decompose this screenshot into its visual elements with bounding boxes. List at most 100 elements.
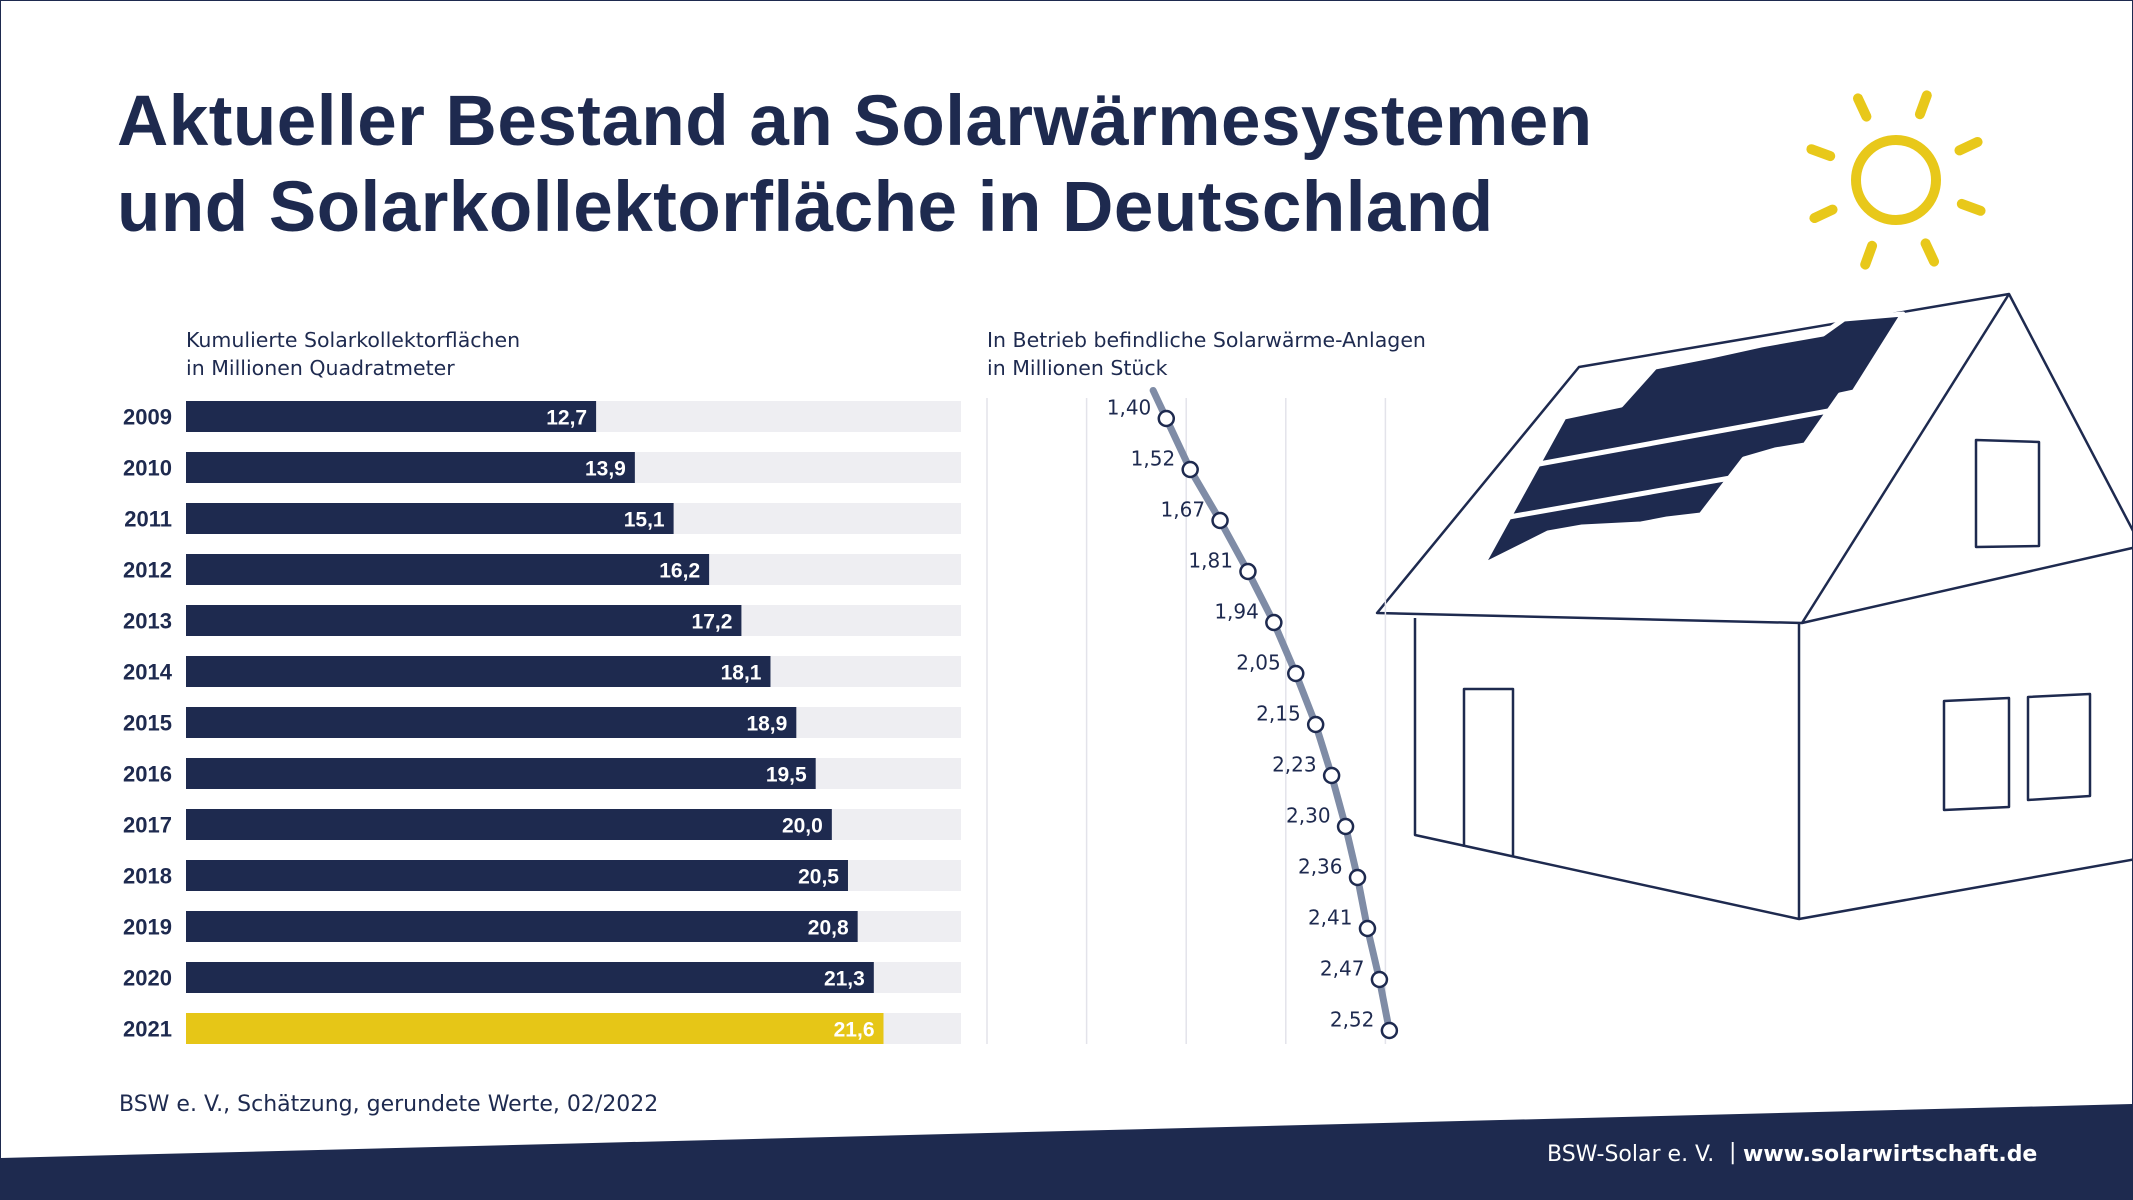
bar-category-label: 2010 <box>123 456 172 481</box>
line-point <box>1181 460 1199 479</box>
line-point-group: 2,36 <box>1298 855 1367 887</box>
line-point <box>1287 664 1305 683</box>
bar <box>186 401 597 432</box>
bar-value-label: 20,0 <box>782 815 823 838</box>
line-point-group: 1,67 <box>1161 498 1229 530</box>
line-value-label: 1,52 <box>1131 447 1176 471</box>
bar <box>186 605 742 636</box>
bar-row: 2012 16,2 <box>123 554 961 585</box>
line-point <box>1380 1021 1399 1040</box>
bar-category-label: 2011 <box>124 507 172 532</box>
footer-website-link[interactable]: www.solarwirtschaft.de <box>1743 1142 2038 1167</box>
line-point <box>1370 970 1389 989</box>
bar-value-label: 12,7 <box>546 407 587 430</box>
bar-row: 2016 19,5 <box>123 758 961 789</box>
bar <box>186 554 710 585</box>
line-point <box>1322 766 1341 785</box>
bar-value-label: 19,5 <box>766 764 807 787</box>
line-value-label: 1,94 <box>1214 600 1259 624</box>
bar <box>186 656 771 687</box>
bar-category-label: 2018 <box>123 864 172 889</box>
line-point <box>1157 409 1176 428</box>
bar <box>186 758 816 789</box>
line-point-group: 2,15 <box>1256 702 1325 734</box>
line-point <box>1239 562 1257 581</box>
source-note: BSW e. V., Schätzung, gerundete Werte, 0… <box>119 1092 659 1117</box>
bar-value-label: 21,6 <box>834 1019 875 1042</box>
bar-row: 2019 20,8 <box>123 911 961 942</box>
bar-row: 2009 12,7 <box>123 401 961 432</box>
line-chart-subtitle: In Betrieb befindliche Solarwärme-Anlage… <box>987 326 1426 382</box>
line-point-group: 2,23 <box>1272 753 1341 785</box>
bar-subtitle-line-1: Kumulierte Solarkollektorflächen <box>186 328 521 352</box>
line-value-label: 2,47 <box>1320 957 1365 981</box>
bar-row: 2014 18,1 <box>123 656 961 687</box>
bar-row: 2018 20,5 <box>123 860 961 891</box>
bar-row: 2021 21,6 <box>123 1013 961 1044</box>
bar-row: 2013 17,2 <box>123 605 961 636</box>
line-point-group: 2,52 <box>1330 1008 1399 1040</box>
bar-row: 2011 15,1 <box>124 503 961 534</box>
bar-row: 2015 18,9 <box>123 707 961 738</box>
bar-category-label: 2020 <box>123 966 172 991</box>
line-value-label: 2,05 <box>1236 651 1281 675</box>
bar <box>186 962 874 993</box>
line-subtitle-line-1: In Betrieb befindliche Solarwärme-Anlage… <box>987 328 1426 352</box>
bar-chart-subtitle: Kumulierte Solarkollektorflächen in Mill… <box>186 326 520 382</box>
bar <box>186 452 635 483</box>
title-line-2: und Solarkollektorfläche in Deutschland <box>117 168 1494 247</box>
bar-subtitle-line-2: in Millionen Quadratmeter <box>186 356 455 380</box>
line-point <box>1348 868 1367 887</box>
bar-value-label: 20,8 <box>808 917 849 940</box>
line-point-group: 1,81 <box>1188 549 1257 581</box>
line-point <box>1306 715 1325 734</box>
bar-category-label: 2012 <box>123 558 172 583</box>
line-point <box>1358 919 1377 938</box>
bar-category-label: 2016 <box>123 762 172 787</box>
bar-value-label: 16,2 <box>659 560 700 583</box>
line-point <box>1336 817 1355 836</box>
line-point <box>1211 511 1229 530</box>
bar-category-label: 2014 <box>123 660 173 685</box>
bar-category-label: 2013 <box>123 609 172 634</box>
line-point-group: 1,94 <box>1214 600 1283 632</box>
footer-organization: BSW-Solar e. V. <box>1547 1142 1715 1167</box>
bar-row: 2020 21,3 <box>123 962 961 993</box>
footer-separator: | <box>1729 1140 1737 1165</box>
bar-value-label: 20,5 <box>798 866 839 889</box>
bar <box>186 860 848 891</box>
bar <box>186 1013 884 1044</box>
bar-value-label: 15,1 <box>624 509 665 532</box>
bar-row: 2017 20,0 <box>123 809 961 840</box>
bar-value-label: 13,9 <box>585 458 626 481</box>
line-value-label: 2,36 <box>1298 855 1343 879</box>
line-value-label: 2,30 <box>1286 804 1331 828</box>
line-value-label: 2,23 <box>1272 753 1317 777</box>
line-point-group: 2,41 <box>1308 906 1377 938</box>
bar-category-label: 2021 <box>123 1017 172 1042</box>
bar-value-label: 18,1 <box>721 662 762 685</box>
line-value-label: 2,41 <box>1308 906 1353 930</box>
bar <box>186 503 674 534</box>
bar-category-label: 2019 <box>123 915 172 940</box>
bar <box>186 707 797 738</box>
bar <box>186 911 858 942</box>
bar-value-label: 17,2 <box>692 611 733 634</box>
line-point <box>1265 613 1283 632</box>
bar-category-label: 2009 <box>123 405 172 430</box>
line-point-group: 1,40 <box>1107 396 1176 428</box>
line-value-label: 2,52 <box>1330 1008 1375 1032</box>
line-subtitle-line-2: in Millionen Stück <box>987 356 1168 380</box>
bar-category-label: 2015 <box>123 711 172 736</box>
line-point-group: 2,47 <box>1320 957 1389 989</box>
bar-value-label: 18,9 <box>746 713 787 736</box>
line-point-group: 2,05 <box>1236 651 1305 683</box>
line-point-group: 2,30 <box>1286 804 1355 836</box>
line-value-label: 2,15 <box>1256 702 1301 726</box>
